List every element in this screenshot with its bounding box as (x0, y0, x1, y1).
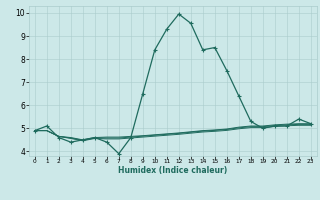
X-axis label: Humidex (Indice chaleur): Humidex (Indice chaleur) (118, 166, 228, 175)
